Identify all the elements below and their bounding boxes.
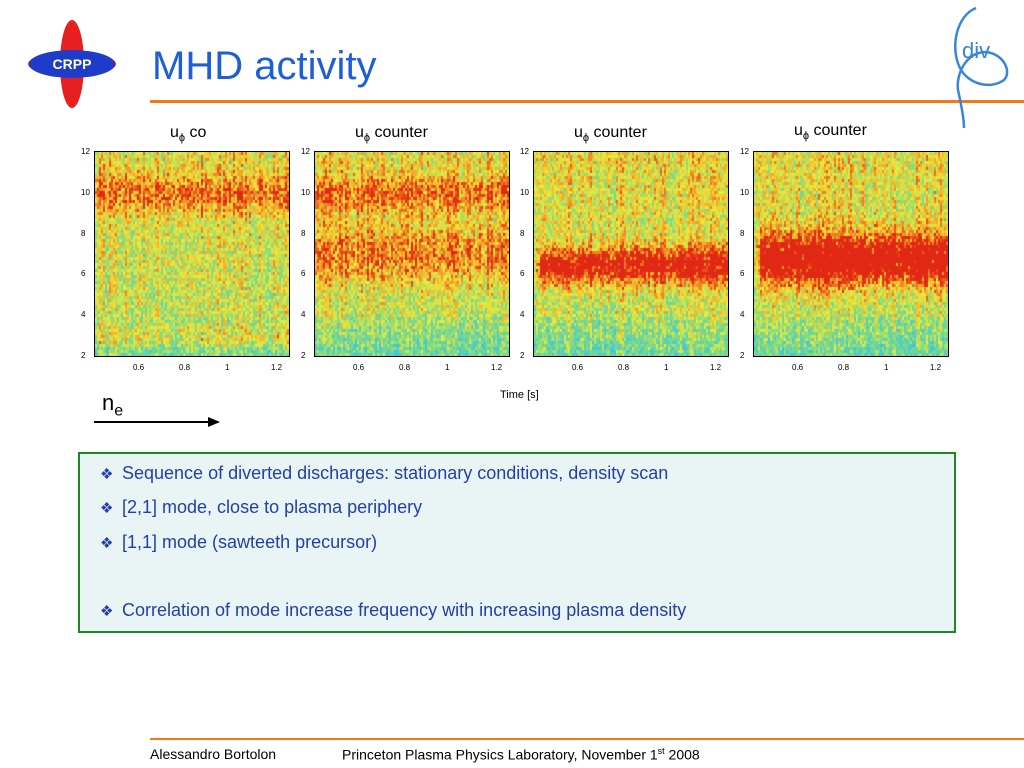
y-tick-label: 12 [740, 147, 749, 156]
x-tick-label: 0.6 [133, 363, 145, 372]
x-tick-label: 0.8 [838, 363, 850, 372]
x-tick-label: 1 [225, 363, 230, 372]
density-label: ne [102, 390, 123, 420]
bullet-text: [1,1] mode (sawteeth precursor) [122, 532, 378, 552]
bullet-item: ❖ [1,1] mode (sawteeth precursor) [100, 532, 377, 553]
y-tick-label: 12 [301, 147, 310, 156]
x-tick-label: 1 [884, 363, 889, 372]
page-title: MHD activity [152, 44, 377, 88]
y-tick-label: 6 [301, 269, 306, 279]
y-tick-label: 4 [740, 310, 745, 320]
y-tick-label: 10 [520, 187, 529, 197]
bullet-diamond-icon: ❖ [100, 603, 114, 620]
panel-title-sub: ϕ [363, 132, 371, 145]
x-tick-label: 1.2 [710, 363, 722, 372]
panel-title: uϕ counter [355, 124, 428, 144]
spectrogram-panel [94, 151, 290, 357]
y-tick-label: 12 [520, 147, 529, 156]
footer-institution-sup: st [657, 746, 665, 756]
footer-author: Alessandro Bortolon [150, 746, 277, 762]
density-label-sub: e [114, 402, 124, 420]
x-tick-label: 1.2 [491, 363, 503, 372]
bullet-text: Correlation of mode increase frequency w… [122, 600, 687, 620]
footer-institution-text: Princeton Plasma Physics Laboratory, Nov… [342, 746, 658, 763]
summary-box: ❖ Sequence of diverted discharges: statio… [78, 452, 956, 633]
y-tick-label: 8 [520, 228, 525, 238]
panel-title: uϕ counter [574, 124, 647, 144]
y-tick-label: 12 [81, 147, 90, 156]
bullet-text: [2,1] mode, close to plasma periphery [122, 497, 423, 517]
panel-title-sub: ϕ [582, 132, 590, 145]
x-tick-label: 1.2 [930, 363, 942, 372]
panel-title-rest: co [185, 124, 207, 141]
x-tick-label: 0.8 [179, 363, 191, 372]
x-axis-label: Time [s] [500, 389, 539, 401]
spectrogram-panel [314, 151, 510, 357]
y-tick-label: 6 [81, 269, 86, 279]
panel-title-main: u [794, 122, 803, 139]
y-tick-label: 10 [740, 187, 749, 197]
y-tick-label: 4 [301, 310, 306, 320]
crpp-logo-text: CRPP [53, 56, 92, 72]
panel-title-rest: counter [370, 124, 428, 141]
y-tick-label: 10 [81, 187, 90, 197]
density-arrow-icon [94, 417, 220, 427]
y-tick-label: 8 [301, 228, 306, 238]
y-tick-label: 2 [520, 351, 525, 360]
panel-title: uϕ co [170, 124, 206, 144]
x-tick-label: 0.6 [353, 363, 365, 372]
y-tick-label: 10 [301, 187, 310, 197]
title-rule [150, 100, 1024, 103]
y-tick-label: 2 [740, 351, 745, 360]
y-tick-label: 2 [301, 351, 306, 360]
density-label-main: n [102, 390, 115, 415]
panel-title-main: u [355, 124, 364, 141]
y-tick-label: 6 [520, 269, 525, 279]
x-tick-label: 0.6 [572, 363, 584, 372]
panel-title-rest: counter [809, 122, 867, 139]
div-logo: div [954, 6, 1009, 129]
y-tick-label: 4 [81, 310, 86, 320]
footer-year: 2008 [664, 746, 700, 763]
panel-title-sub: ϕ [178, 132, 186, 145]
x-tick-label: 0.6 [792, 363, 804, 372]
bullet-item: ❖ [2,1] mode, close to plasma periphery [100, 497, 422, 518]
bullet-diamond-icon: ❖ [100, 500, 114, 517]
x-tick-label: 1 [445, 363, 450, 372]
div-logo-text: div [962, 38, 990, 63]
y-tick-label: 4 [520, 310, 525, 320]
panel-title: uϕ counter [794, 122, 867, 142]
x-tick-label: 0.8 [618, 363, 630, 372]
bullet-text: Sequence of diverted discharges: station… [122, 463, 669, 483]
panel-title-main: u [170, 124, 179, 141]
y-tick-label: 2 [81, 351, 86, 360]
spectrogram-panel [753, 151, 949, 357]
y-tick-label: 6 [740, 269, 745, 279]
crpp-logo: CRPP [28, 20, 116, 108]
y-tick-label: 8 [740, 228, 745, 238]
footer-institution: Princeton Plasma Physics Laboratory, Nov… [342, 746, 700, 763]
footer-rule [150, 738, 1024, 740]
bullet-item: ❖ Sequence of diverted discharges: statio… [100, 463, 668, 484]
panel-title-rest: counter [589, 124, 647, 141]
x-tick-label: 0.8 [399, 363, 411, 372]
x-tick-label: 1.2 [271, 363, 283, 372]
x-tick-label: 1 [664, 363, 669, 372]
panel-title-sub: ϕ [802, 130, 810, 143]
spectrogram-panel [533, 151, 729, 357]
bullet-diamond-icon: ❖ [100, 466, 114, 483]
bullet-diamond-icon: ❖ [100, 535, 114, 552]
bullet-item: ❖ Correlation of mode increase frequency … [100, 600, 686, 621]
y-tick-label: 8 [81, 228, 86, 238]
panel-title-main: u [574, 124, 583, 141]
